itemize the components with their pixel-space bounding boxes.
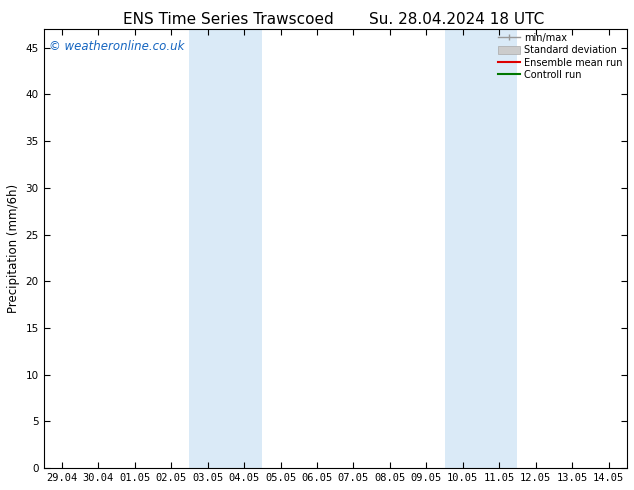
Text: ENS Time Series Trawscoed: ENS Time Series Trawscoed bbox=[123, 12, 333, 27]
Legend: min/max, Standard deviation, Ensemble mean run, Controll run: min/max, Standard deviation, Ensemble me… bbox=[496, 31, 625, 82]
Bar bbox=[190, 29, 262, 468]
Bar bbox=[444, 29, 517, 468]
Text: © weatheronline.co.uk: © weatheronline.co.uk bbox=[49, 40, 185, 53]
Y-axis label: Precipitation (mm/6h): Precipitation (mm/6h) bbox=[7, 184, 20, 313]
Text: Su. 28.04.2024 18 UTC: Su. 28.04.2024 18 UTC bbox=[369, 12, 544, 27]
